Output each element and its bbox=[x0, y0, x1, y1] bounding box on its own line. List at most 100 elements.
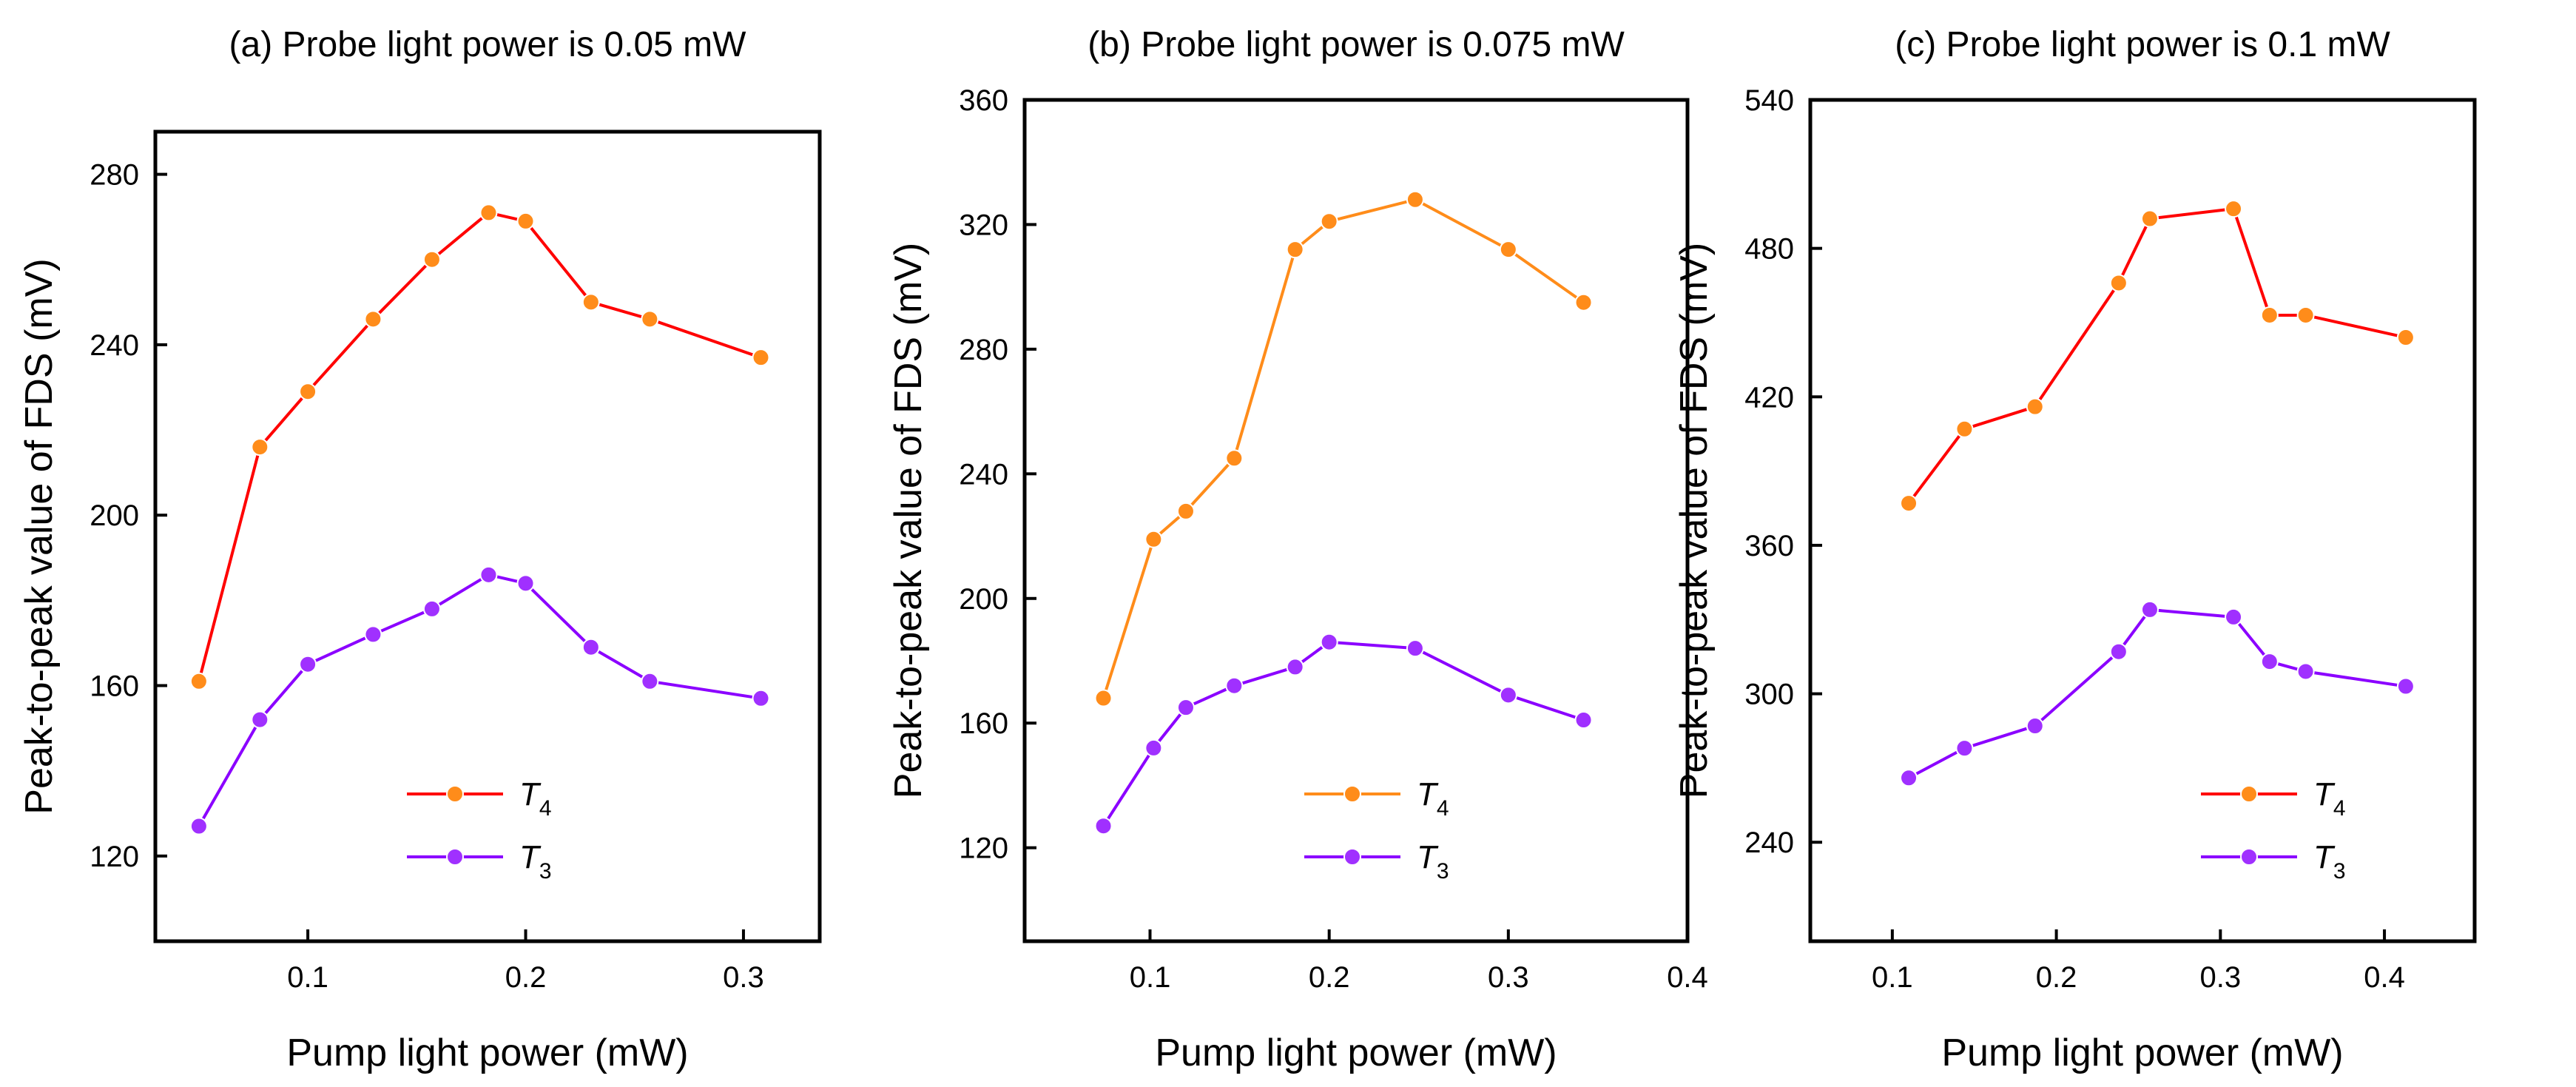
data-point bbox=[1225, 676, 1244, 695]
data-point bbox=[1955, 420, 1974, 438]
legend-label-main: T bbox=[519, 776, 542, 812]
data-point bbox=[1406, 639, 1424, 658]
y-tick-label: 120 bbox=[959, 832, 1008, 865]
data-point bbox=[2260, 306, 2279, 324]
data-point bbox=[1320, 633, 1338, 651]
series-T3 bbox=[1900, 600, 2415, 787]
data-point bbox=[581, 638, 600, 656]
data-point bbox=[1094, 817, 1113, 835]
series-T3 bbox=[1094, 633, 1593, 835]
panel-title: (c) Probe light power is 0.1 mW bbox=[1895, 25, 2390, 64]
data-point bbox=[2026, 397, 2044, 416]
y-axis-label: Peak-to-peak value of FDS (mV) bbox=[18, 258, 61, 814]
y-tick-label: 300 bbox=[1744, 679, 1794, 711]
data-point bbox=[752, 689, 770, 707]
panel-c: (c) Probe light power is 0.1 mW 0.1 0.2 0.3… bbox=[1673, 25, 2477, 1074]
x-tick-label: 0.4 bbox=[2364, 961, 2405, 994]
data-point bbox=[516, 212, 535, 230]
data-point bbox=[1499, 686, 1517, 704]
plot-frame bbox=[1022, 98, 1690, 943]
data-point bbox=[364, 310, 382, 329]
series-T4 bbox=[189, 203, 770, 690]
x-tick-label: 0.1 bbox=[287, 961, 328, 994]
data-point bbox=[516, 574, 535, 593]
data-point bbox=[2109, 642, 2128, 661]
y-tick-label: 160 bbox=[959, 707, 1008, 740]
data-point bbox=[2225, 200, 2243, 218]
data-point bbox=[1286, 240, 1304, 259]
x-tick-label: 0.1 bbox=[1130, 961, 1171, 994]
y-axis-label: Peak-to-peak value of FDS (mV) bbox=[887, 243, 930, 798]
legend-label: T3 bbox=[2313, 839, 2346, 884]
data-point bbox=[1286, 658, 1304, 676]
legend-label: T4 bbox=[519, 776, 552, 821]
data-point bbox=[641, 672, 659, 690]
legend-label-main: T bbox=[1417, 839, 1439, 875]
plot-frame bbox=[1808, 98, 2477, 943]
data-point bbox=[251, 710, 269, 729]
series-T4 bbox=[1900, 200, 2415, 513]
data-point bbox=[1406, 190, 1424, 209]
data-point bbox=[2396, 677, 2415, 696]
legend-marker bbox=[446, 848, 464, 866]
y-tick-label: 240 bbox=[90, 329, 139, 362]
legend-label: T3 bbox=[519, 839, 552, 884]
panel-title: (a) Probe light power is 0.05 mW bbox=[229, 25, 747, 64]
x-tick-label: 0.3 bbox=[1488, 961, 1529, 994]
series-line bbox=[1102, 640, 1585, 827]
data-point bbox=[299, 655, 317, 673]
data-point bbox=[1144, 738, 1163, 757]
data-point bbox=[479, 203, 498, 222]
data-point bbox=[1900, 769, 1918, 787]
series-line bbox=[197, 211, 762, 682]
y-tick-label: 360 bbox=[1744, 530, 1794, 562]
data-point bbox=[2296, 306, 2315, 324]
panel-title: (b) Probe light power is 0.075 mW bbox=[1088, 25, 1625, 64]
series-line bbox=[198, 573, 761, 827]
legend-label: T3 bbox=[1417, 839, 1449, 884]
legend-label-sub: 3 bbox=[539, 859, 552, 884]
data-point bbox=[299, 383, 317, 401]
y-tick-label: 280 bbox=[959, 334, 1008, 366]
data-point bbox=[1176, 699, 1195, 717]
series-line bbox=[1908, 608, 2407, 780]
legend-marker bbox=[2240, 848, 2258, 866]
data-point bbox=[2396, 329, 2415, 347]
data-point bbox=[2140, 209, 2159, 228]
y-tick-label: 200 bbox=[959, 583, 1008, 616]
legend-label-main: T bbox=[2313, 776, 2336, 812]
y-tick-label: 240 bbox=[959, 458, 1008, 491]
legend-label-main: T bbox=[2313, 839, 2336, 875]
data-point bbox=[422, 599, 441, 618]
x-tick-label: 0.2 bbox=[505, 961, 547, 994]
legend-marker bbox=[2240, 785, 2258, 803]
x-tick-label: 0.4 bbox=[1667, 961, 1708, 994]
legend-marker bbox=[446, 785, 464, 803]
x-tick-label: 0.2 bbox=[1309, 961, 1350, 994]
data-point bbox=[2225, 608, 2243, 626]
series-T4 bbox=[1094, 190, 1593, 707]
y-tick-label: 120 bbox=[90, 841, 139, 873]
legend-marker bbox=[1343, 785, 1361, 803]
data-point bbox=[422, 250, 441, 269]
y-tick-label: 240 bbox=[1744, 827, 1794, 859]
data-point bbox=[1499, 240, 1517, 259]
panel-a: (a) Probe light power is 0.05 mW 0.1 0.2 0.… bbox=[18, 25, 822, 1074]
data-point bbox=[2260, 653, 2279, 671]
data-point bbox=[2026, 717, 2044, 736]
data-point bbox=[581, 293, 600, 312]
data-point bbox=[1094, 689, 1113, 707]
x-tick-label: 0.2 bbox=[2036, 961, 2077, 994]
plot-frame bbox=[153, 129, 822, 943]
series-T3 bbox=[189, 565, 770, 835]
legend-label-main: T bbox=[1417, 776, 1439, 812]
x-axis-label: Pump light power (mW) bbox=[1941, 1032, 2343, 1074]
legend-label: T4 bbox=[1417, 776, 1449, 821]
y-tick-label: 320 bbox=[959, 209, 1008, 241]
panel-b: (b) Probe light power is 0.075 mW 0.1 0.2 0… bbox=[887, 25, 1708, 1074]
legend-label-sub: 3 bbox=[1437, 859, 1449, 884]
x-tick-label: 0.3 bbox=[723, 961, 764, 994]
